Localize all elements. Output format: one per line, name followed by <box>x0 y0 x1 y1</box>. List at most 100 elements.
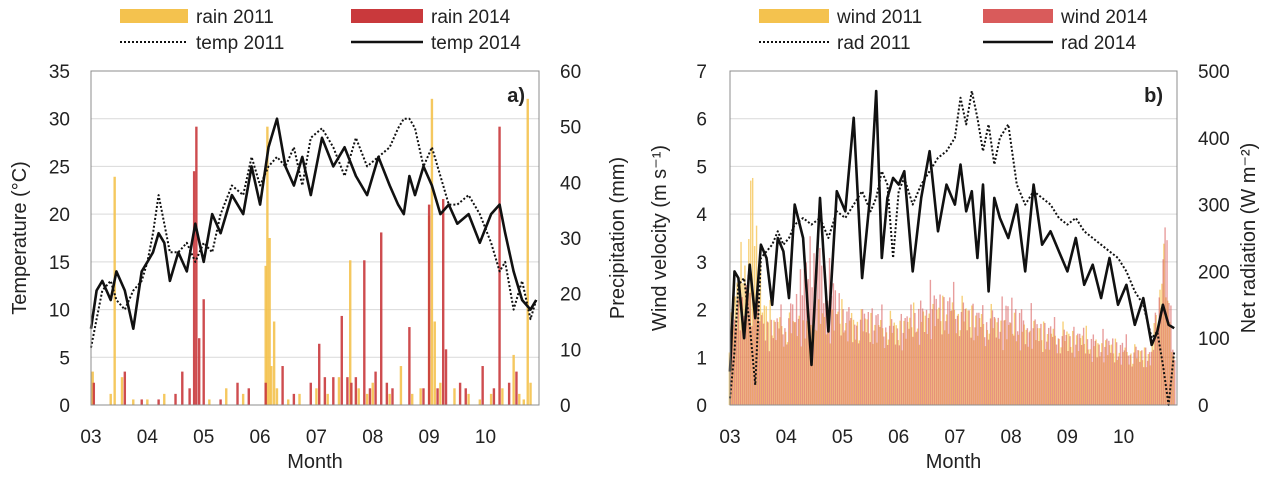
bar <box>867 312 870 405</box>
bar <box>858 340 861 405</box>
bar <box>855 325 858 405</box>
bar <box>734 296 736 405</box>
bar <box>1017 334 1020 405</box>
bar <box>777 321 779 405</box>
bar <box>1117 356 1120 405</box>
bar <box>896 328 899 405</box>
y-tick-label-right: 200 <box>1198 262 1230 283</box>
bar <box>906 316 908 405</box>
bar <box>433 321 436 405</box>
bar <box>498 126 501 406</box>
bar <box>887 345 889 405</box>
bar <box>1098 344 1100 405</box>
bar <box>854 339 857 405</box>
bar <box>1060 347 1062 405</box>
bar <box>1055 344 1058 405</box>
bar <box>823 303 825 405</box>
bar <box>236 382 239 405</box>
bar <box>960 311 963 405</box>
x-tick-label: 04 <box>137 427 159 448</box>
bar <box>973 340 975 405</box>
bar <box>1024 344 1027 405</box>
bar <box>938 307 940 405</box>
bar <box>323 377 327 405</box>
bar <box>850 312 853 405</box>
bar <box>281 366 284 405</box>
bar <box>764 340 767 405</box>
bar <box>963 321 965 405</box>
bar <box>805 262 807 405</box>
x-tick-label: 08 <box>362 427 383 448</box>
bar <box>897 340 899 405</box>
bar <box>264 382 267 405</box>
bar <box>436 388 439 405</box>
bar-series-wind-2014 <box>729 227 1176 405</box>
y-tick-label-right: 400 <box>1198 129 1230 150</box>
bar <box>782 334 784 405</box>
bar <box>518 393 521 405</box>
bar <box>1057 338 1060 405</box>
bar <box>895 325 897 405</box>
bar <box>956 315 959 405</box>
bar <box>272 321 276 405</box>
bar <box>337 377 341 405</box>
x-tick-label: 03 <box>719 427 740 448</box>
bar <box>1067 351 1069 405</box>
bar <box>1030 303 1032 405</box>
bar <box>1128 364 1130 405</box>
bar <box>800 346 802 405</box>
bar <box>829 343 831 405</box>
bar <box>365 393 369 405</box>
bar <box>736 282 738 405</box>
bar <box>969 327 971 405</box>
bar <box>801 295 804 405</box>
bar <box>804 338 806 405</box>
bar <box>1167 300 1169 405</box>
bar <box>914 312 916 405</box>
bar <box>391 388 394 405</box>
bar <box>826 300 829 405</box>
bar <box>1141 350 1143 405</box>
bar <box>1009 323 1012 405</box>
bar <box>309 382 312 405</box>
bar <box>1172 355 1175 405</box>
bar <box>1083 343 1086 405</box>
bar <box>868 333 870 405</box>
y-tick-label-left: 1 <box>696 348 707 369</box>
bar <box>1069 336 1071 405</box>
bar <box>439 382 442 405</box>
bar <box>1106 355 1109 405</box>
y-axis-label-left: Wind velocity (m s⁻¹) <box>649 145 671 331</box>
bar <box>992 328 994 405</box>
bar <box>806 320 808 405</box>
bar <box>954 318 957 405</box>
bar <box>803 268 806 405</box>
bar <box>318 343 321 405</box>
bar <box>878 325 880 405</box>
bar <box>1099 356 1101 405</box>
bar <box>856 321 859 405</box>
bar <box>1165 297 1167 405</box>
bar <box>1049 326 1052 405</box>
bar <box>411 393 414 405</box>
bar <box>1157 326 1159 405</box>
bar <box>933 295 935 405</box>
bar <box>889 310 892 405</box>
bar <box>1103 362 1105 405</box>
line-series-rad-2014 <box>728 89 1175 372</box>
bar <box>1135 346 1137 405</box>
bar <box>340 315 343 405</box>
bar <box>1125 334 1127 405</box>
bar <box>1158 297 1160 405</box>
bar <box>770 319 773 405</box>
y-tick-label-left: 3 <box>696 253 707 274</box>
bar <box>962 302 965 405</box>
bar <box>847 341 849 405</box>
bar <box>1089 349 1091 405</box>
y-tick-label-left: 6 <box>696 110 707 131</box>
x-tick-label: 05 <box>193 427 214 448</box>
bar <box>875 315 877 405</box>
bar <box>971 305 973 405</box>
bar <box>1169 321 1171 405</box>
bar <box>1046 341 1048 405</box>
